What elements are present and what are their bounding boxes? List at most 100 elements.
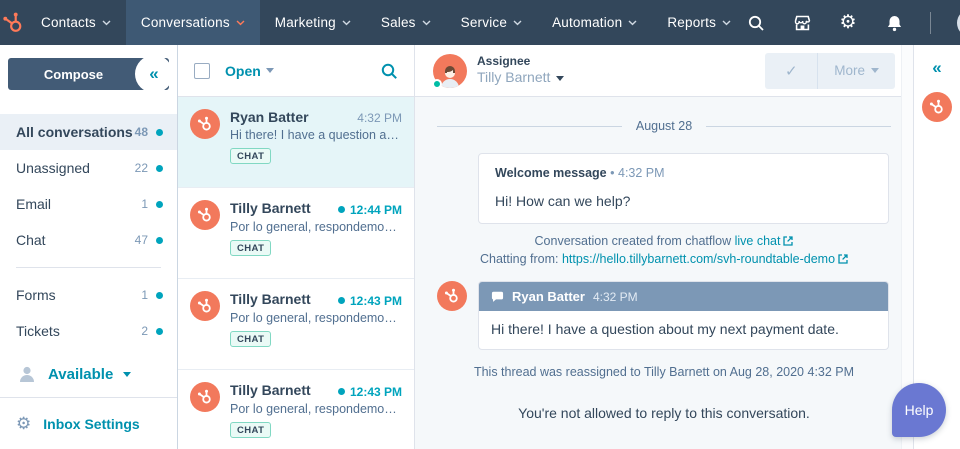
folder-label: Tickets — [16, 323, 60, 339]
hubspot-logo-icon[interactable] — [0, 0, 26, 45]
nav-item-marketing[interactable]: Marketing — [260, 0, 366, 45]
expand-panel-icon[interactable]: « — [932, 58, 942, 77]
list-item-conversation[interactable]: Tilly Barnett 12:43 PM Por lo general, r… — [178, 279, 414, 370]
filter-label: Open — [225, 62, 261, 79]
select-all-checkbox[interactable] — [194, 62, 210, 79]
notifications-bell-icon[interactable] — [884, 13, 904, 33]
external-link-icon — [838, 253, 848, 267]
unread-indicator-dot — [156, 236, 163, 244]
nav-label: Automation — [552, 15, 623, 30]
nav-item-service[interactable]: Service — [446, 0, 537, 45]
hubspot-sprocket-avatar[interactable] — [922, 92, 952, 122]
folder-label: Unassigned — [16, 160, 90, 176]
contact-name: Tilly Barnett — [230, 200, 311, 216]
chatting-from-link[interactable]: https://hello.tillybarnett.com/svh-round… — [561, 252, 836, 266]
inbox-sidebar: Compose « All conversations 48 Unassigne… — [0, 45, 178, 449]
chevron-down-icon — [123, 371, 132, 377]
inbox-settings[interactable]: ⚙ Inbox Settings — [0, 397, 177, 449]
hubspot-sprocket-avatar — [437, 281, 467, 311]
unread-indicator-dot — [156, 291, 163, 299]
collapse-sidebar-icon[interactable]: « — [135, 55, 173, 93]
unread-dot — [337, 206, 345, 213]
chat-bubble-icon — [491, 291, 504, 302]
welcome-message-card: Welcome message • 4:32 PM Hi! How can we… — [478, 153, 889, 224]
list-item-conversation[interactable]: Ryan Batter 4:32 PM Hi there! I have a q… — [178, 97, 414, 188]
folder-list: All conversations 48 Unassigned 22 Email… — [0, 114, 177, 349]
navbar-right-controls: ⚙ — [746, 8, 960, 37]
chevron-down-icon — [265, 68, 274, 73]
more-actions-button[interactable]: More — [818, 53, 895, 89]
marketplace-icon[interactable] — [792, 13, 812, 33]
sidebar-item-forms[interactable]: Forms 1 — [0, 277, 177, 313]
chevron-down-icon — [102, 19, 111, 26]
list-item-conversation[interactable]: Tilly Barnett 12:43 PM Por lo general, r… — [178, 370, 414, 449]
message-preview: Por lo general, respondemos en u... — [230, 401, 402, 416]
contact-name: Ryan Batter — [230, 109, 309, 125]
nav-item-sales[interactable]: Sales — [366, 0, 446, 45]
unread-dot — [337, 297, 345, 304]
mark-closed-button[interactable]: ✓ — [765, 53, 817, 89]
nav-item-contacts[interactable]: Contacts — [26, 0, 126, 45]
chevron-down-icon — [236, 19, 245, 26]
nav-item-conversations[interactable]: Conversations — [125, 0, 260, 45]
unread-indicator-dot — [156, 327, 163, 335]
nav-label: Marketing — [274, 15, 336, 30]
message-body: Hi there! I have a question about my nex… — [491, 321, 839, 337]
message-time: 4:32 PM — [592, 289, 638, 304]
conversation-time: 4:32 PM — [357, 111, 402, 125]
unread-indicator-dot — [156, 128, 163, 136]
button-separator — [817, 52, 819, 89]
sidebar-item-unassigned[interactable]: Unassigned 22 — [0, 150, 177, 186]
sidebar-item-chat[interactable]: Chat 47 — [0, 222, 177, 258]
channel-tag: CHAT — [230, 239, 272, 256]
folder-label: Forms — [16, 287, 56, 303]
message-card: Ryan Batter 4:32 PM Hi there! I have a q… — [478, 281, 889, 350]
reassigned-note: This thread was reassigned to Tilly Barn… — [473, 365, 855, 379]
folder-count: 1 — [141, 197, 148, 211]
nav-item-automation[interactable]: Automation — [537, 0, 652, 45]
dot-separator: • — [610, 166, 615, 180]
contact-panel-collapsed: « — [913, 45, 960, 449]
welcome-body: Hi! How can we help? — [495, 193, 631, 209]
thread-panel: Assignee Tilly Barnett ✓ More August 28 — [415, 45, 913, 449]
search-icon[interactable] — [746, 13, 766, 33]
assignee-dropdown[interactable]: Tilly Barnett — [477, 69, 565, 87]
live-chat-link[interactable]: live chat — [734, 234, 781, 248]
user-menu[interactable] — [957, 8, 960, 37]
nav-label: Contacts — [41, 15, 96, 30]
folder-count: 1 — [141, 288, 148, 302]
settings-gear-icon[interactable]: ⚙ — [839, 12, 857, 33]
search-conversations-icon[interactable] — [380, 62, 398, 80]
chevron-down-icon — [556, 75, 565, 81]
nav-label: Service — [460, 15, 508, 30]
message-preview: Por lo general, respondemos en u... — [230, 219, 402, 234]
help-button[interactable]: Help — [892, 383, 946, 437]
sidebar-item-tickets[interactable]: Tickets 2 — [0, 313, 177, 349]
sidebar-item-email[interactable]: Email 1 — [0, 186, 177, 222]
conversation-time: 12:44 PM — [337, 203, 402, 217]
top-navbar: Contacts Conversations Marketing Sales S… — [0, 0, 960, 45]
folder-label: Email — [16, 196, 52, 212]
channel-tag: CHAT — [230, 148, 272, 164]
scrollbar-track[interactable] — [901, 45, 913, 449]
inbox-settings-label: Inbox Settings — [43, 415, 140, 432]
nav-label: Sales — [380, 15, 416, 30]
assignee-avatar — [432, 53, 467, 89]
visitor-message: Ryan Batter 4:32 PM Hi there! I have a q… — [437, 281, 891, 350]
chevron-down-icon — [628, 19, 637, 26]
status-filter-dropdown[interactable]: Open — [225, 63, 274, 79]
unread-dot — [337, 388, 345, 395]
nav-item-reports[interactable]: Reports — [652, 0, 746, 45]
sidebar-item-all-conversations[interactable]: All conversations 48 — [0, 114, 177, 150]
availability-toggle[interactable]: Available — [0, 349, 177, 385]
navbar-divider — [930, 11, 932, 34]
welcome-title: Welcome message — [495, 166, 607, 180]
assignee-label: Assignee — [477, 54, 531, 69]
list-item-conversation[interactable]: Tilly Barnett 12:44 PM Por lo general, r… — [178, 188, 414, 279]
folder-count: 47 — [134, 233, 148, 247]
folder-count: 2 — [141, 324, 148, 338]
sidebar-divider — [16, 267, 161, 268]
conversation-time: 12:43 PM — [337, 294, 402, 308]
folder-label: Chat — [16, 232, 46, 248]
